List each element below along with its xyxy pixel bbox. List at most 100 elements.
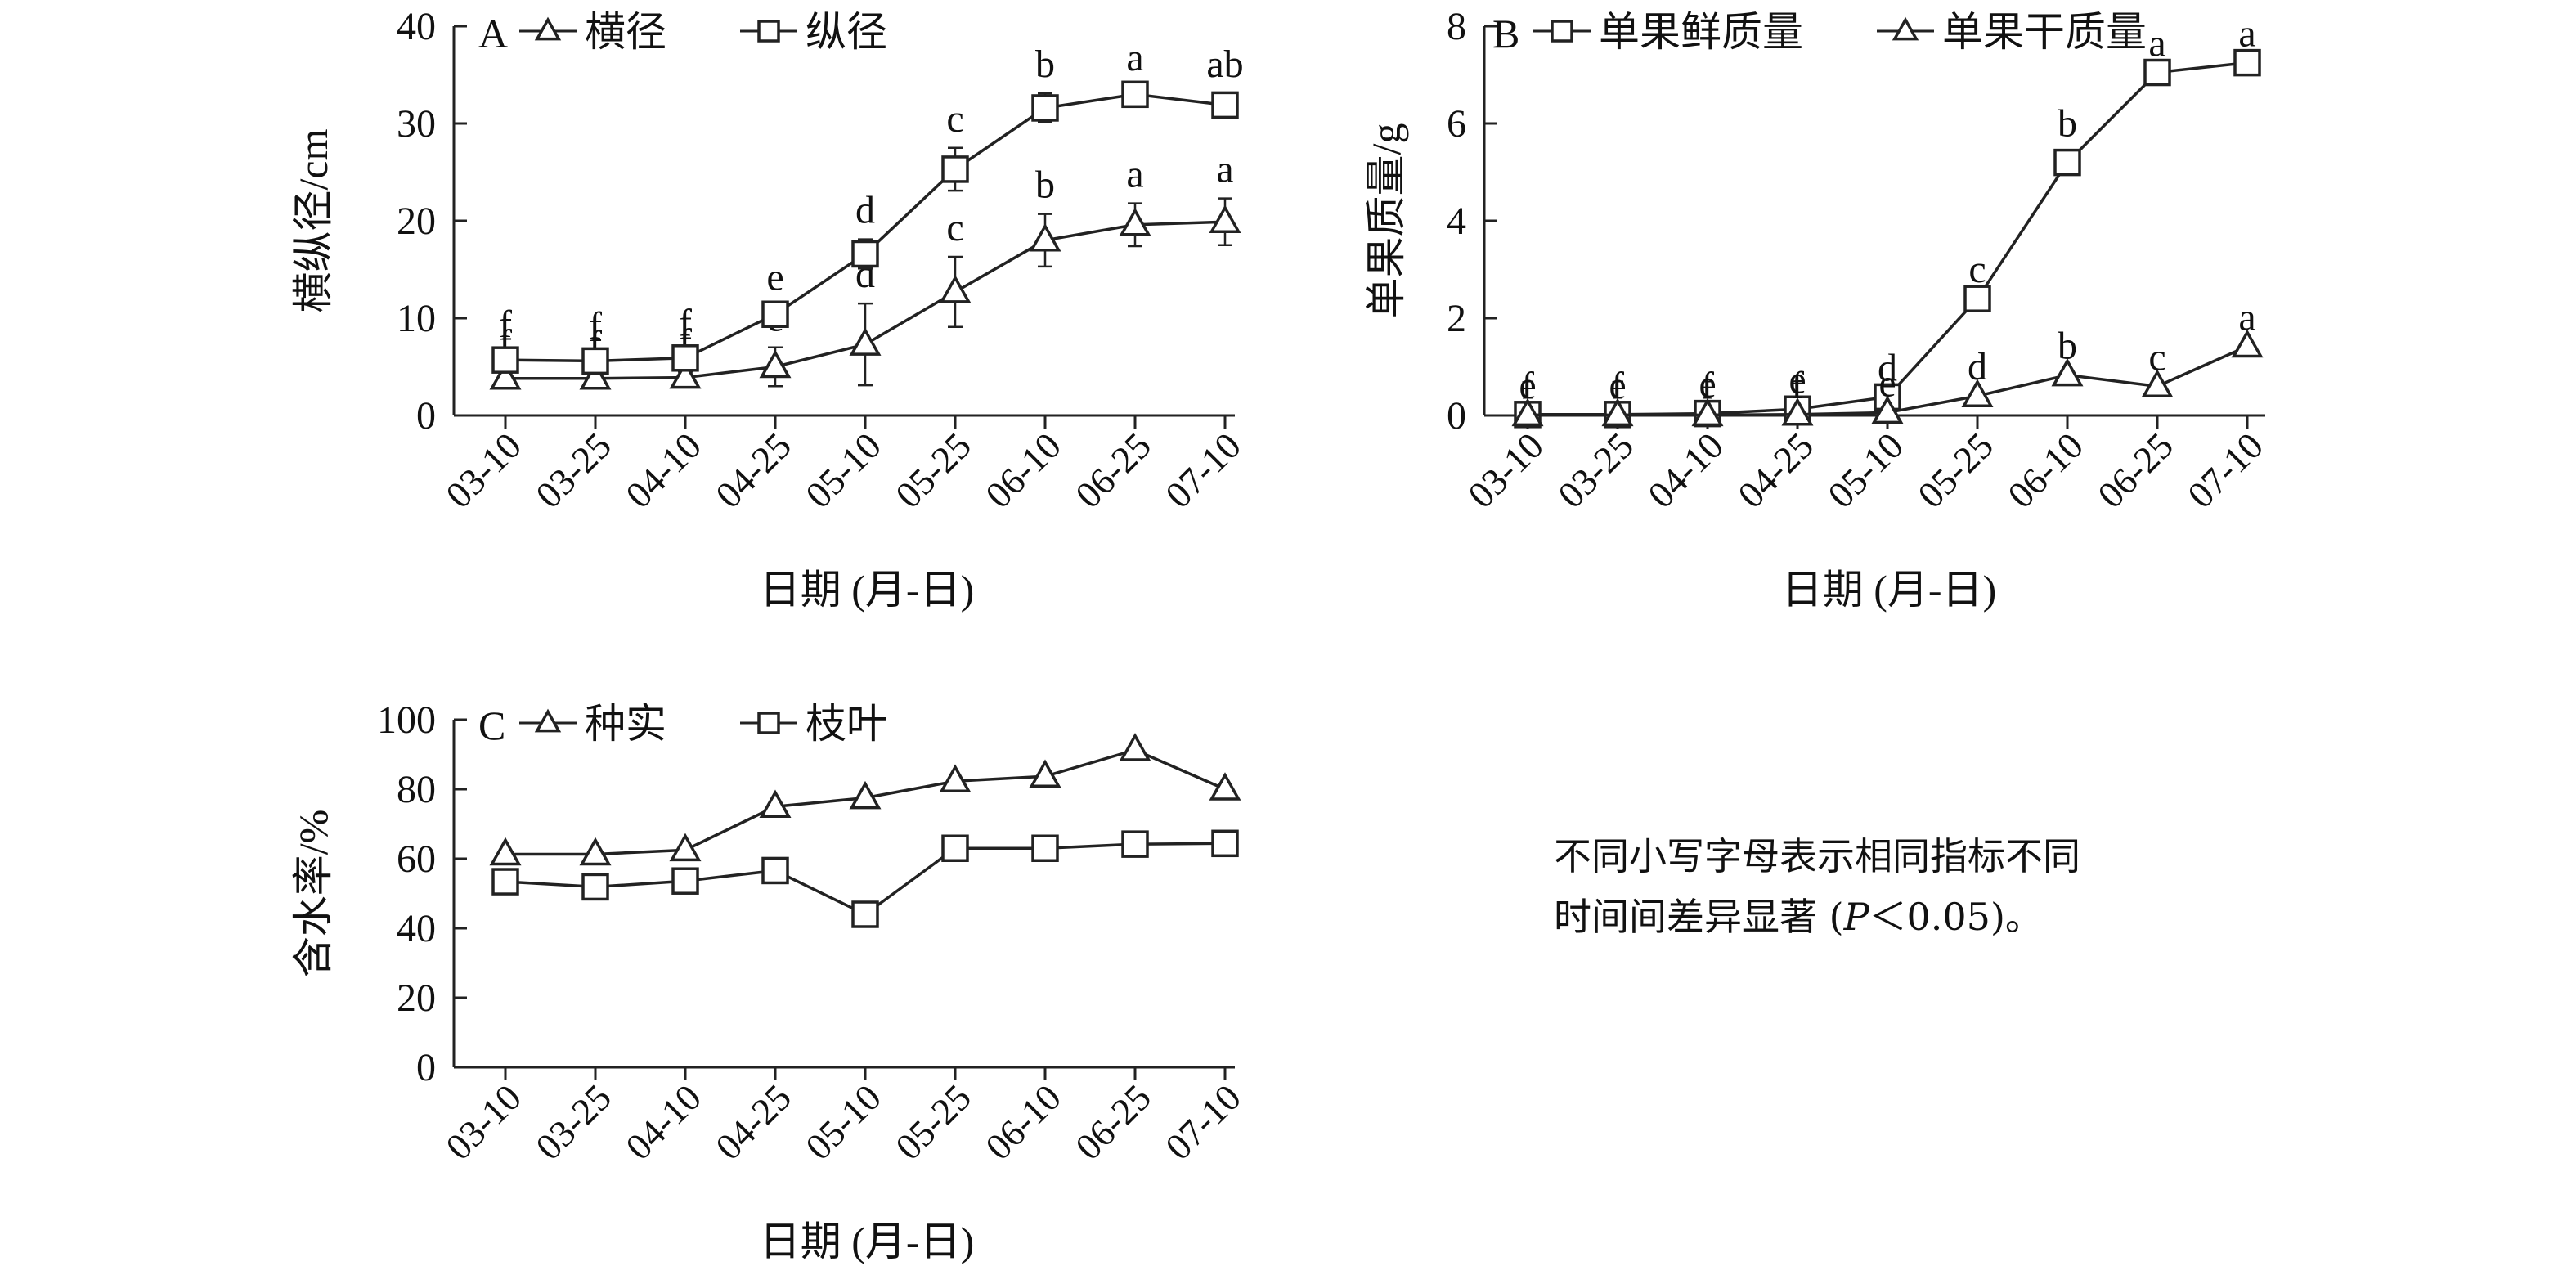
significance-letter: a — [2238, 296, 2255, 339]
significance-letter: e — [1519, 364, 1536, 407]
data-point — [1211, 91, 1239, 119]
y-axis-title: 横纵径/cm — [290, 128, 336, 312]
significance-letter: c — [946, 97, 963, 141]
data-point — [491, 346, 519, 374]
panel-label: A — [478, 11, 508, 56]
y-tick-label: 0 — [1447, 394, 1466, 438]
x-tick-label: 06-10 — [977, 424, 1069, 516]
x-tick-label: 04-10 — [617, 424, 709, 516]
data-point — [761, 300, 789, 328]
data-point — [1029, 222, 1061, 252]
x-tick-label: 05-25 — [1910, 424, 2001, 516]
y-tick-label: 100 — [377, 698, 436, 742]
panel-a-chart: 01020304003-1003-2504-1004-2505-1005-250… — [290, 5, 1249, 613]
x-tick-label: 07-10 — [2179, 424, 2271, 516]
data-point — [1691, 397, 1724, 427]
legend-label: 纵径 — [806, 9, 887, 55]
data-point — [2233, 48, 2261, 77]
y-tick-label: 40 — [397, 5, 436, 48]
x-tick-label: 06-25 — [2089, 424, 2181, 516]
legend-marker — [757, 712, 780, 734]
data-point — [1121, 830, 1149, 858]
significance-letter: c — [2148, 335, 2165, 379]
x-tick-label: 07-10 — [1157, 424, 1249, 516]
significance-letter: d — [1878, 346, 1897, 389]
data-point — [1871, 395, 1904, 424]
x-tick-label: 05-25 — [887, 1076, 979, 1168]
data-point — [1961, 379, 1994, 407]
data-point — [2051, 357, 2084, 387]
panel-c-chart: 0 20 40 60 80 100 03-1003-2504-1004-2505-1005-… — [290, 698, 1249, 1264]
significance-letter: e — [1699, 363, 1716, 406]
note-line-2-a: 时间间差异显著 ( — [1554, 895, 1844, 939]
data-point — [1031, 834, 1059, 862]
legend-marker — [1551, 20, 1573, 43]
x-tick-label: 05-25 — [887, 424, 979, 516]
data-point — [1209, 772, 1241, 801]
data-point — [851, 240, 879, 268]
y-tick-label: 2 — [1447, 297, 1466, 340]
significance-letter: f — [679, 302, 692, 345]
significance-letter: a — [1216, 148, 1233, 191]
data-point — [1119, 733, 1151, 761]
significance-letter: f — [1521, 364, 1534, 407]
data-point — [1119, 207, 1151, 236]
data-point — [671, 867, 699, 895]
x-tick-label: 04-25 — [1730, 424, 1821, 516]
significance-letter: a — [1126, 153, 1143, 196]
legend-marker — [534, 16, 562, 41]
data-point — [939, 275, 972, 303]
y-tick-label: 20 — [397, 200, 436, 243]
data-point — [2053, 148, 2081, 177]
significance-letter: f — [499, 303, 512, 346]
x-tick-label: 06-25 — [1067, 424, 1159, 516]
data-point — [581, 873, 609, 901]
panel-label: B — [1492, 11, 1519, 56]
significance-letter: b — [2058, 102, 2077, 146]
x-tick-label: 07-10 — [1157, 1076, 1249, 1168]
data-point — [2231, 329, 2264, 358]
significance-letter: d — [1968, 345, 1987, 388]
data-point — [1031, 94, 1059, 122]
note-line-2-b: ＜0.05)。 — [1869, 895, 2043, 939]
legend-label: 枝叶 — [806, 701, 887, 747]
x-tick-label: 03-25 — [527, 424, 619, 516]
legend-marker — [534, 708, 562, 733]
data-point — [759, 349, 792, 379]
y-tick-label: 40 — [397, 907, 436, 950]
legend-label: 单果鲜质量 — [1599, 9, 1803, 55]
legend-label: 横径 — [585, 9, 666, 55]
data-point — [939, 764, 972, 792]
data-point — [671, 344, 699, 372]
legend-label: 种实 — [585, 701, 666, 747]
legend-marker — [757, 20, 780, 43]
significance-letter: a — [2238, 12, 2255, 56]
data-point — [1781, 397, 1814, 426]
x-tick-label: 04-25 — [707, 1076, 799, 1168]
data-point — [1963, 285, 1991, 312]
data-point — [759, 789, 792, 818]
x-tick-label: 06-10 — [1999, 424, 2091, 516]
data-point — [1511, 397, 1544, 427]
significance-letter: c — [946, 206, 963, 249]
panel-label: C — [478, 703, 505, 748]
x-tick-label: 03-25 — [1550, 424, 1641, 516]
legend-label: 单果干质量 — [1942, 9, 2147, 55]
significance-letter: c — [1968, 248, 1986, 291]
data-point — [1029, 759, 1061, 788]
x-tick-label: 05-10 — [797, 1076, 889, 1168]
data-point — [1209, 204, 1241, 233]
legend-marker — [1892, 16, 1919, 41]
data-point — [1121, 80, 1149, 109]
significance-letter: f — [589, 304, 602, 348]
note-line-1: 不同小写字母表示相同指标不同 — [1554, 834, 2080, 878]
data-point — [849, 780, 882, 810]
significance-letter: f — [1611, 364, 1624, 407]
data-point — [669, 833, 702, 862]
data-point — [851, 900, 879, 928]
data-point — [761, 856, 789, 885]
x-tick-label: 03-10 — [438, 1076, 529, 1168]
data-point — [489, 361, 522, 390]
significance-letter: b — [1035, 164, 1055, 207]
